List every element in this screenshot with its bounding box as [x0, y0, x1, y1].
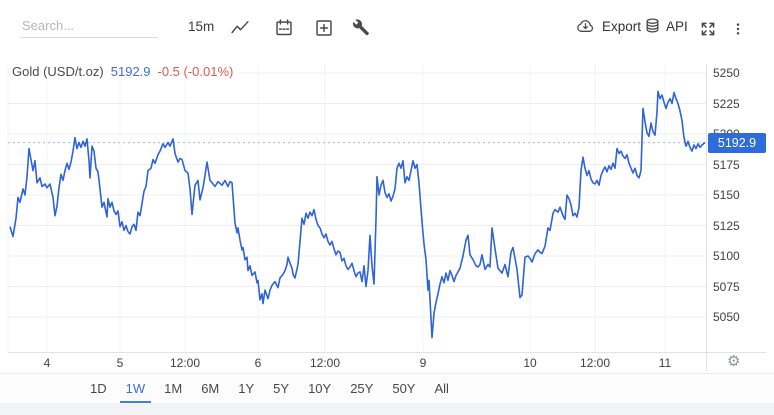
fullscreen-expand-icon[interactable]: [699, 20, 717, 38]
more-menu-kebab-icon[interactable]: [731, 20, 745, 38]
wrench-tools-icon[interactable]: [352, 19, 370, 37]
x-axis-label: 4: [43, 356, 51, 370]
x-axis-label: 12:00: [309, 356, 341, 370]
instrument-name: Gold (USD/t.oz): [12, 64, 104, 79]
bottom-strip: [0, 403, 774, 415]
tab-1y[interactable]: 1Y: [238, 381, 255, 396]
tab-1m[interactable]: 1M: [164, 381, 183, 396]
tab-10y[interactable]: 10Y: [308, 381, 332, 396]
price-change: -0.5 (-0.01%): [157, 64, 234, 79]
api-button[interactable]: API: [645, 18, 688, 34]
interval-button[interactable]: 15m: [188, 19, 215, 34]
y-axis-label: 5250: [713, 66, 740, 80]
line-style-icon[interactable]: [231, 19, 249, 37]
export-button[interactable]: Export: [576, 18, 641, 34]
y-axis-label: 5225: [713, 96, 740, 111]
search-input[interactable]: [20, 14, 158, 38]
x-axis-label: 12:00: [169, 356, 201, 370]
current-price-badge: 5192.9: [708, 132, 766, 153]
tab-5y[interactable]: 5Y: [273, 381, 290, 396]
x-axis-label: 6: [254, 356, 262, 370]
tab-25y[interactable]: 25Y: [350, 381, 374, 396]
chart-settings-gear-icon[interactable]: ⚙: [727, 353, 741, 370]
tab-50y[interactable]: 50Y: [392, 381, 416, 396]
x-axis-label: 10: [523, 356, 537, 370]
price-line-series: [9, 90, 706, 339]
tab-all[interactable]: All: [434, 381, 449, 396]
x-axis-label: 5: [116, 356, 124, 370]
calendar-icon[interactable]: [275, 19, 293, 37]
y-axis-label: 5075: [713, 279, 740, 294]
tab-6m[interactable]: 6M: [201, 381, 220, 396]
database-icon: [646, 18, 659, 33]
y-axis-label: 5100: [713, 249, 740, 263]
add-indicator-plus-icon[interactable]: [315, 19, 333, 37]
export-label: Export: [602, 18, 642, 34]
x-axis-label: 12:00: [579, 356, 611, 370]
chart-header: Gold (USD/t.oz) 5192.9 -0.5 (-0.01%): [10, 62, 240, 81]
y-axis-label: 5125: [713, 218, 740, 233]
last-price: 5192.9: [110, 64, 151, 79]
x-axis-label: 9: [419, 356, 427, 370]
x-axis-label: 11: [658, 356, 672, 370]
timeframe-tabs: 1D 1W 1M 6M 1Y 5Y 10Y 25Y 50Y All: [0, 373, 774, 403]
y-axis-label: 5050: [713, 310, 740, 324]
y-axis-label: 5150: [713, 188, 740, 202]
api-label: API: [666, 18, 688, 34]
tab-1w[interactable]: 1W: [119, 374, 152, 403]
y-axis-label: 5175: [713, 157, 740, 172]
tab-1d[interactable]: 1D: [90, 381, 107, 396]
cloud-download-icon: [577, 20, 594, 32]
toolbar: 15m Export: [0, 0, 774, 52]
